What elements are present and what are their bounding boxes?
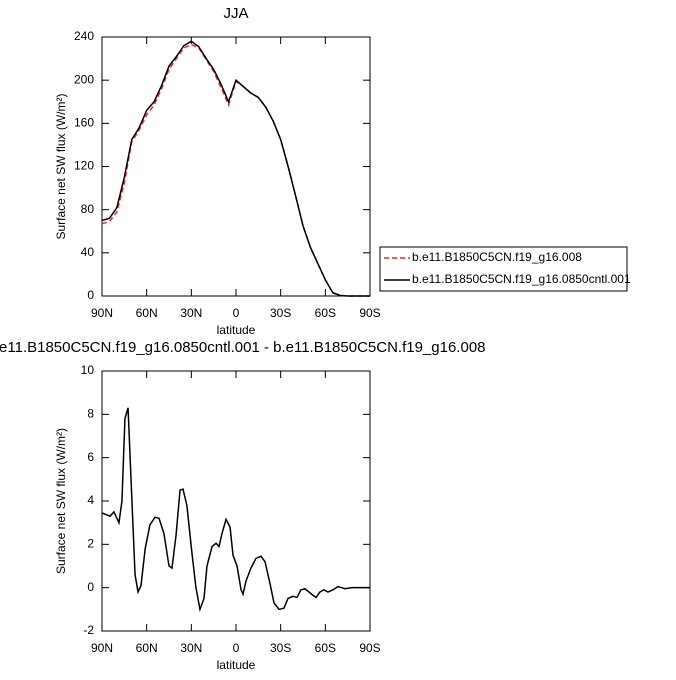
- y-tick-label: -2: [83, 623, 94, 637]
- legend-label: b.e11.B1850C5CN.f19_g16.0850cntl.001: [412, 272, 631, 286]
- x-tick-label: 0: [233, 306, 240, 320]
- y-axis-label: Surface net SW flux (W/m²): [54, 428, 68, 574]
- x-tick-label: 60S: [315, 641, 336, 655]
- y-tick-label: 0: [87, 580, 94, 594]
- x-axis-label: latitude: [217, 658, 256, 672]
- chart-title: b.e11.B1850C5CN.f19_g16.0850cntl.001 - b…: [0, 339, 485, 356]
- y-tick-label: 0: [87, 288, 94, 302]
- y-tick-label: 10: [81, 363, 95, 377]
- x-tick-label: 90S: [359, 306, 380, 320]
- x-tick-label: 60N: [136, 641, 158, 655]
- x-tick-label: 0: [233, 641, 240, 655]
- chart-title: JJA: [223, 5, 248, 22]
- x-tick-label: 30S: [270, 306, 291, 320]
- x-tick-label: 30N: [180, 306, 202, 320]
- y-tick-label: 80: [81, 202, 95, 216]
- plot-frame: [101, 370, 371, 632]
- plot-frame: [101, 36, 371, 297]
- y-tick-label: 8: [87, 407, 94, 421]
- y-tick-label: 40: [81, 245, 95, 259]
- y-axis-label: Surface net SW flux (W/m²): [54, 93, 68, 239]
- x-tick-label: 90S: [359, 641, 380, 655]
- y-tick-label: 160: [74, 116, 94, 130]
- y-tick-label: 240: [74, 29, 94, 43]
- x-tick-label: 60S: [315, 306, 336, 320]
- data-line: [101, 407, 370, 613]
- y-tick-label: 6: [87, 450, 94, 464]
- x-tick-label: 60N: [136, 306, 158, 320]
- y-tick-label: 2: [87, 537, 94, 551]
- data-line: [101, 40, 370, 297]
- x-tick-label: 90N: [91, 306, 113, 320]
- x-tick-label: 30N: [180, 641, 202, 655]
- x-axis-label: latitude: [217, 323, 256, 337]
- y-tick-label: 200: [74, 72, 94, 86]
- x-tick-label: 90N: [91, 641, 113, 655]
- legend-box: [379, 246, 628, 292]
- y-tick-label: 120: [74, 159, 94, 173]
- y-tick-label: 4: [87, 493, 94, 507]
- legend-label: b.e11.B1850C5CN.f19_g16.008: [412, 250, 582, 264]
- x-tick-label: 30S: [270, 641, 291, 655]
